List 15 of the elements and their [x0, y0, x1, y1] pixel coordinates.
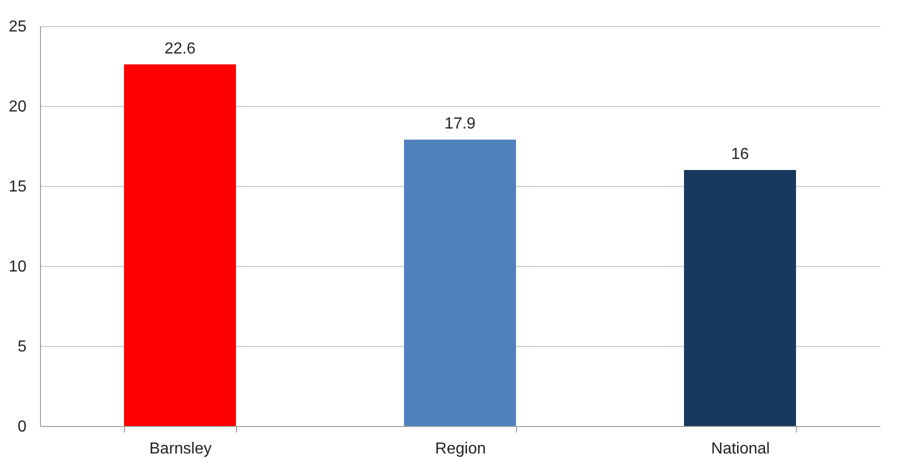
x-tick-label: Region — [435, 440, 486, 458]
bar — [684, 170, 796, 426]
x-tick-label: Barnsley — [149, 440, 212, 458]
bar — [124, 64, 236, 426]
y-tick-label: 20 — [8, 98, 27, 116]
data-label: 16 — [731, 146, 749, 163]
data-label: 17.9 — [444, 116, 476, 133]
y-tick-label: 15 — [8, 178, 27, 196]
x-tick-label: National — [711, 440, 770, 458]
y-tick-label: 10 — [8, 258, 27, 276]
y-tick-label: 5 — [18, 338, 27, 356]
data-label: 22.6 — [164, 40, 196, 58]
y-tick-label: 0 — [18, 418, 27, 436]
y-tick-label: 25 — [8, 18, 27, 36]
bar — [404, 140, 516, 426]
